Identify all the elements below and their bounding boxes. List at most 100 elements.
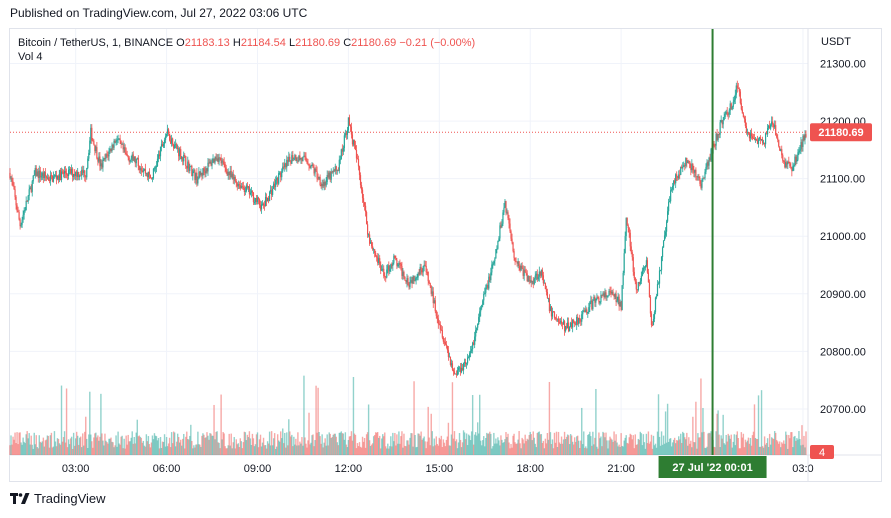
candle-body xyxy=(804,134,806,140)
volume-bar xyxy=(366,432,369,455)
volume-bar xyxy=(81,447,83,455)
volume-bar xyxy=(513,433,515,455)
volume-bar xyxy=(793,436,795,455)
candle-body xyxy=(768,125,770,129)
volume-bar xyxy=(273,433,276,455)
volume-bar xyxy=(342,433,345,455)
volume-bar xyxy=(736,431,739,455)
tradingview-logo[interactable]: TradingView xyxy=(10,491,106,506)
volume-bar xyxy=(444,446,447,455)
volume-bar xyxy=(105,440,107,455)
chart-frame[interactable] xyxy=(9,28,882,482)
candle-body xyxy=(279,172,281,174)
candle-body xyxy=(137,157,139,167)
volume-bar xyxy=(202,433,204,455)
volume-bar xyxy=(623,440,625,455)
volume-bar xyxy=(19,432,21,455)
candle-body xyxy=(606,296,608,298)
volume-bar xyxy=(612,441,614,455)
candle-body xyxy=(457,367,460,371)
volume-bar xyxy=(594,437,596,455)
candle-body xyxy=(738,88,740,92)
volume-bar xyxy=(682,431,684,455)
candle-body xyxy=(703,177,705,179)
volume-bar xyxy=(543,448,546,455)
open-key: O xyxy=(176,37,185,49)
candle-body xyxy=(699,178,701,184)
candle-body xyxy=(604,292,606,298)
candle-body xyxy=(71,168,73,174)
candle-body xyxy=(490,272,492,281)
candle-body xyxy=(476,327,478,331)
volume-bar xyxy=(501,439,503,455)
volume-bar xyxy=(769,444,772,455)
candle-body xyxy=(195,172,197,180)
candle-body xyxy=(539,271,541,276)
candle-body xyxy=(312,164,314,168)
candle-body xyxy=(706,162,708,167)
volume-bar xyxy=(136,419,138,455)
volume-bar xyxy=(56,438,59,455)
candle-body xyxy=(719,122,721,135)
volume-bar xyxy=(517,439,519,455)
candle-body xyxy=(485,287,487,293)
volume-bar xyxy=(48,447,51,455)
candle-body xyxy=(296,160,298,162)
volume-bar xyxy=(351,440,354,455)
candle-body xyxy=(41,173,43,177)
candle-body xyxy=(197,179,199,184)
volume-bar xyxy=(216,431,218,455)
volume-bar xyxy=(606,440,608,455)
candle-body xyxy=(798,150,800,153)
volume-bar xyxy=(646,443,649,455)
candle-body xyxy=(356,158,359,160)
candle-body xyxy=(106,154,108,156)
volume-bar xyxy=(218,442,220,455)
volume-bar xyxy=(289,431,291,455)
volume-bar xyxy=(657,394,660,455)
volume-bar xyxy=(498,440,500,455)
candle-body xyxy=(775,125,777,135)
volume-bar xyxy=(572,444,575,455)
candle-body xyxy=(72,168,74,177)
candle-body xyxy=(355,150,358,159)
candle-body xyxy=(214,156,216,163)
volume-bar xyxy=(49,435,52,455)
volume-bar xyxy=(145,434,148,455)
volume-bar xyxy=(228,433,230,455)
candle-body xyxy=(473,342,475,345)
volume-bar xyxy=(619,446,621,455)
candle-body xyxy=(669,201,671,203)
volume-bar xyxy=(508,442,510,455)
candle-body xyxy=(734,94,736,100)
volume-bar xyxy=(779,441,781,455)
change-value: −0.21 (−0.00%) xyxy=(399,37,476,49)
candle-body xyxy=(204,171,206,174)
candle-body xyxy=(247,186,249,188)
volume-bar xyxy=(525,441,527,455)
volume-bar xyxy=(423,436,425,455)
volume-bar xyxy=(730,434,732,455)
volume-bar xyxy=(774,432,777,455)
candle-body xyxy=(419,266,421,275)
last-price-badge xyxy=(810,123,872,142)
candle-body xyxy=(530,280,532,283)
candle-body xyxy=(245,185,247,192)
volume-bar xyxy=(102,440,104,455)
candle-body xyxy=(583,310,585,312)
volume-bar xyxy=(627,443,629,455)
volume-bar xyxy=(544,438,547,455)
volume-bar xyxy=(368,440,371,455)
candle-body xyxy=(281,171,283,178)
volume-bar xyxy=(698,437,700,455)
volume-bar xyxy=(640,433,643,455)
volume-bar xyxy=(637,438,640,455)
candle-body xyxy=(177,148,179,149)
volume-bar xyxy=(720,435,722,455)
candle-body xyxy=(556,318,559,320)
candle-body xyxy=(21,219,23,225)
candle-body xyxy=(14,189,16,197)
volume-bar xyxy=(259,434,262,455)
candle-body xyxy=(290,160,292,164)
